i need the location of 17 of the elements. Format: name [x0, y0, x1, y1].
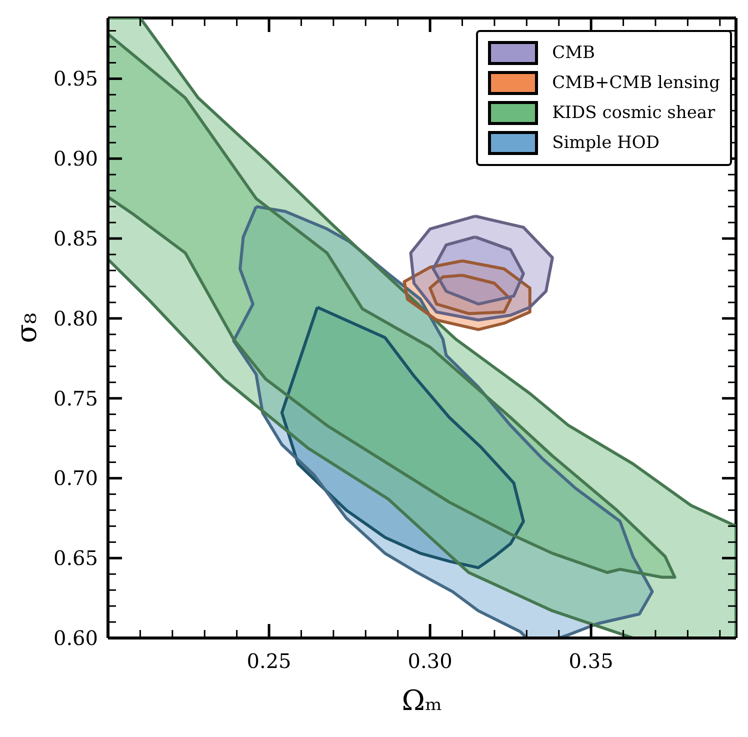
y-tick-label: 0.65 [53, 546, 98, 570]
x-tick-label: 0.35 [568, 649, 614, 673]
legend-label: Simple HOD [552, 133, 660, 153]
y-tick-label: 0.90 [53, 146, 98, 171]
y-tick-label: 0.60 [53, 626, 98, 650]
y-tick-label: 0.95 [53, 66, 98, 91]
x-tick-label: 0.25 [246, 649, 292, 673]
legend-label: CMB [552, 43, 596, 63]
x-tick-label: 0.30 [408, 649, 452, 673]
legend-label: CMB+CMB lensing [552, 73, 720, 93]
y-axis-title: σ₈ [10, 312, 43, 344]
y-tick-label: 0.75 [53, 386, 98, 410]
x-axis-title: Ωₘ [402, 684, 442, 717]
y-tick-label: 0.80 [53, 306, 98, 330]
legend-label: KIDS cosmic shear [552, 103, 716, 123]
y-tick-label: 0.70 [53, 466, 98, 490]
y-tick-label: 0.85 [53, 226, 98, 251]
